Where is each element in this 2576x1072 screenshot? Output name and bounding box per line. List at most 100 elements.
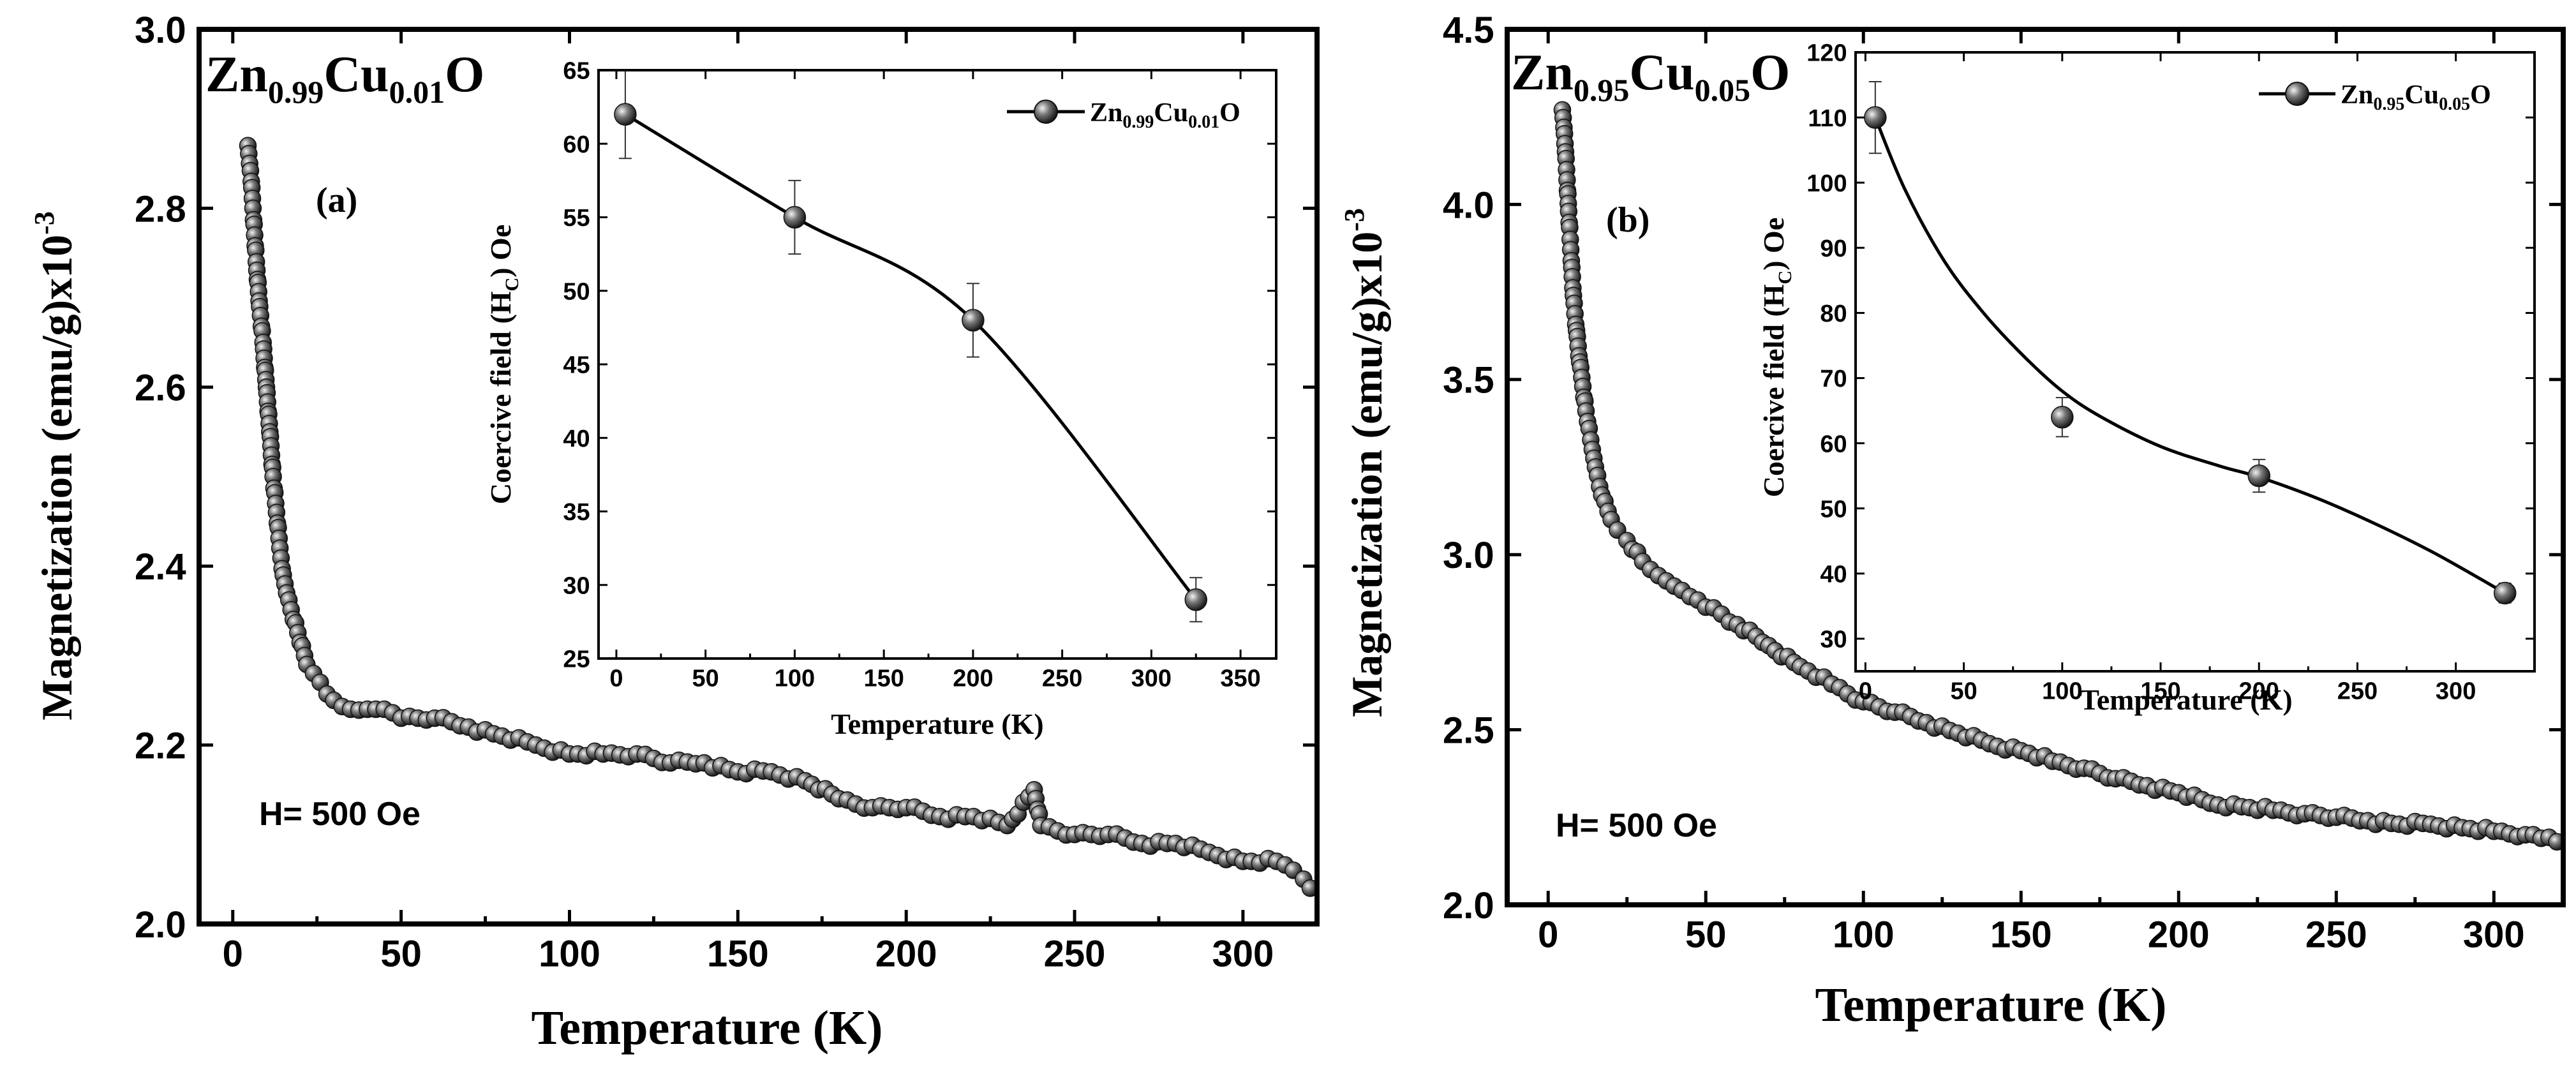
panel-a-inset-legend-marker [1034,100,1058,124]
panel-b-compound-base1: Zn [1511,45,1574,101]
panel-a-inset-x-axis-title: Temperature (K) [831,708,1043,740]
panel-a-inset-points [614,70,1207,623]
panel-b-y-tick-label: 3.5 [1443,360,1494,401]
panel-a-y-tick-label: 3.0 [135,10,186,51]
panel-a-inset-y-title-pre: Coercive field (H [484,291,517,504]
panel-b-x-tick-label: 150 [1990,914,2052,956]
panel-b-inset: 0 50 100 150 200 250 300 30 40 50 60 70 80 90 100 110 12… [1757,40,2536,716]
panel-a-inset-x-tick-label: 200 [953,666,993,692]
panel-a-label: (a) [316,181,357,220]
panel-a-inset-legend-label: Zn0.99Cu0.01O [1090,98,1240,132]
panel-a-inset-y-tick-label: 25 [563,646,590,673]
panel-b-inset-fit-line [1873,117,2506,595]
panel-a-inset-legend: Zn0.99Cu0.01O [1007,98,1240,132]
panel-b-compound-sub2: 0.05 [1695,72,1751,108]
panel-a-inset-y-tick-label: 30 [563,572,590,599]
panel-b-x-tick-label: 0 [1538,914,1558,956]
panel-a-inset-x-tick-label: 50 [692,666,719,692]
panel-b-compound-tail: O [1750,45,1790,101]
panel-b-inset-point [2247,464,2270,488]
panel-b-inset-x-tick-label: 250 [2337,678,2378,705]
panel-b-inset-y-title-pre: Coercive field (H [1757,284,1790,497]
panel-b-inset-y-title-sub: C [1775,271,1796,285]
panel-a-y-tick-label: 2.0 [135,904,186,946]
panel-a-inset-y-axis-title: Coercive field (HC) Oe [484,225,523,505]
panel-b-y-axis-exponent: -3 [1339,208,1370,232]
panel-a-compound-label: Zn0.99Cu0.01O [205,47,484,110]
panel-b-x-tick-label: 100 [1833,914,1895,956]
panel-b-x-tick-label: 300 [2463,914,2525,956]
panel-a-inset-x-tick-label: 350 [1220,666,1260,692]
panel-a-inset: 0 50 100 150 200 250 300 350253035404550556065 … [484,58,1277,740]
panel-a-inset-fit-curve [624,113,1198,601]
panel-a-y-tick-label: 2.8 [135,188,186,230]
panel-a-compound-base2: Cu [324,47,389,103]
panel-b-legend-sub1: 0.95 [2373,94,2404,114]
panel-a-x-tick-label: 50 [380,934,422,975]
panel-b-y-axis-title-text: Magnetization (emu/g)x10 [1343,232,1391,717]
panel-b-inset-y-tick-label: 70 [1820,366,1847,392]
panel-a-inset-y-tick-label: 45 [563,352,590,379]
panel-b-compound-label: Zn0.95Cu0.05O [1511,45,1790,108]
panel-b-compound-sub1: 0.95 [1574,72,1630,108]
panel-a-inset-y-title-sub: C [502,278,523,292]
panel-a-plot-frame [197,27,1320,927]
panel-a-legend-sub1: 0.99 [1122,112,1154,132]
panel-a-legend-base1: Zn [1090,98,1122,128]
panel-b-inset-x-axis-title: Temperature (K) [2080,683,2292,716]
panel-b-x-tick-label: 250 [2305,914,2367,956]
panel-b-inset-legend: Zn0.95Cu0.05O [2259,80,2491,114]
panel-b-inset-y-tick-label: 80 [1820,301,1847,327]
panel-b-inset-legend-marker [2285,82,2309,106]
panel-a-compound-sub1: 0.99 [268,74,324,110]
panel-a-compound-tail: O [445,47,484,103]
panel-b-legend-base2: Cu [2404,80,2439,110]
panel-b-inset-point [2493,581,2517,605]
panel-b-x-axis-title: Temperature (K) [1815,978,2167,1032]
panel-b-inset-y-tick-label: 60 [1820,431,1847,458]
panel-a-inset-point [783,205,807,229]
panel-a-compound-base1: Zn [205,47,268,103]
panel-b-y-tick-label: 4.0 [1443,184,1494,226]
panel-b-inset-x-tick-label: 200 [2239,678,2279,705]
panel-b-inset-axes: 0 50 100 150 200 250 300 30 40 50 60 70 80 90 100 110 12… [1806,40,2535,705]
panel-a-x-tick-label: 150 [707,934,769,975]
panel-b-inset-fit-curve [1873,117,2506,595]
panel-b-y-axis-title: Magnetization (emu/g)x10-3 [1339,208,1391,717]
panel-b-label: (b) [1606,200,1649,240]
panel-a-x-tick-label: 0 [223,934,243,975]
panel-b-inset-point [2051,406,2074,429]
panel-b-legend-base1: Zn [2341,80,2373,110]
panel-b-inset-points [1864,80,2517,605]
panel-b-y-tick-label: 3.0 [1443,535,1494,576]
panel-a-inset-y-tick-label: 50 [563,278,590,305]
panel-b-inset-frame [1854,51,2536,673]
panel-b-inset-y-title-post: ) Oe [1757,218,1790,271]
panel-a-compound-sub2: 0.01 [389,74,445,110]
panel-b-plot-frame [1505,27,2566,907]
panel-a-inset-axes: 0 50 100 150 200 250 300 350 25 30 35 40 45 50 55 60 65 [563,58,1276,692]
panel-b-y-tick-label: 2.0 [1443,885,1494,927]
panel-b-inset-x-tick-label: 0 [1859,678,1872,705]
panel-b-data-points [1553,101,2566,851]
panel-a-x-tick-label: 200 [875,934,937,975]
panel-b-inset-legend-label: Zn0.95Cu0.05O [2341,80,2491,114]
panel-a-inset-y-title-post: ) Oe [484,225,517,278]
panel-a-inset-point [962,309,985,332]
panel-b-legend-sub2: 0.05 [2439,94,2470,114]
panel-a-y-tick-label: 2.4 [135,546,186,588]
panel-b-inset-x-tick-label: 100 [2042,678,2082,705]
panel-a-inset-x-tick-label: 150 [863,666,904,692]
panel-a-inset-y-tick-label: 40 [563,426,590,452]
panel-a-inset-y-tick-label: 55 [563,205,590,232]
panel-b-y-tick-label: 2.5 [1443,710,1494,751]
panel-b-inset-y-tick-label: 110 [1808,105,1847,132]
panel-a-legend-sub2: 0.01 [1188,112,1219,132]
panel-a-inset-point [614,103,637,126]
panel-b-inset-y-tick-label: 40 [1820,562,1847,588]
